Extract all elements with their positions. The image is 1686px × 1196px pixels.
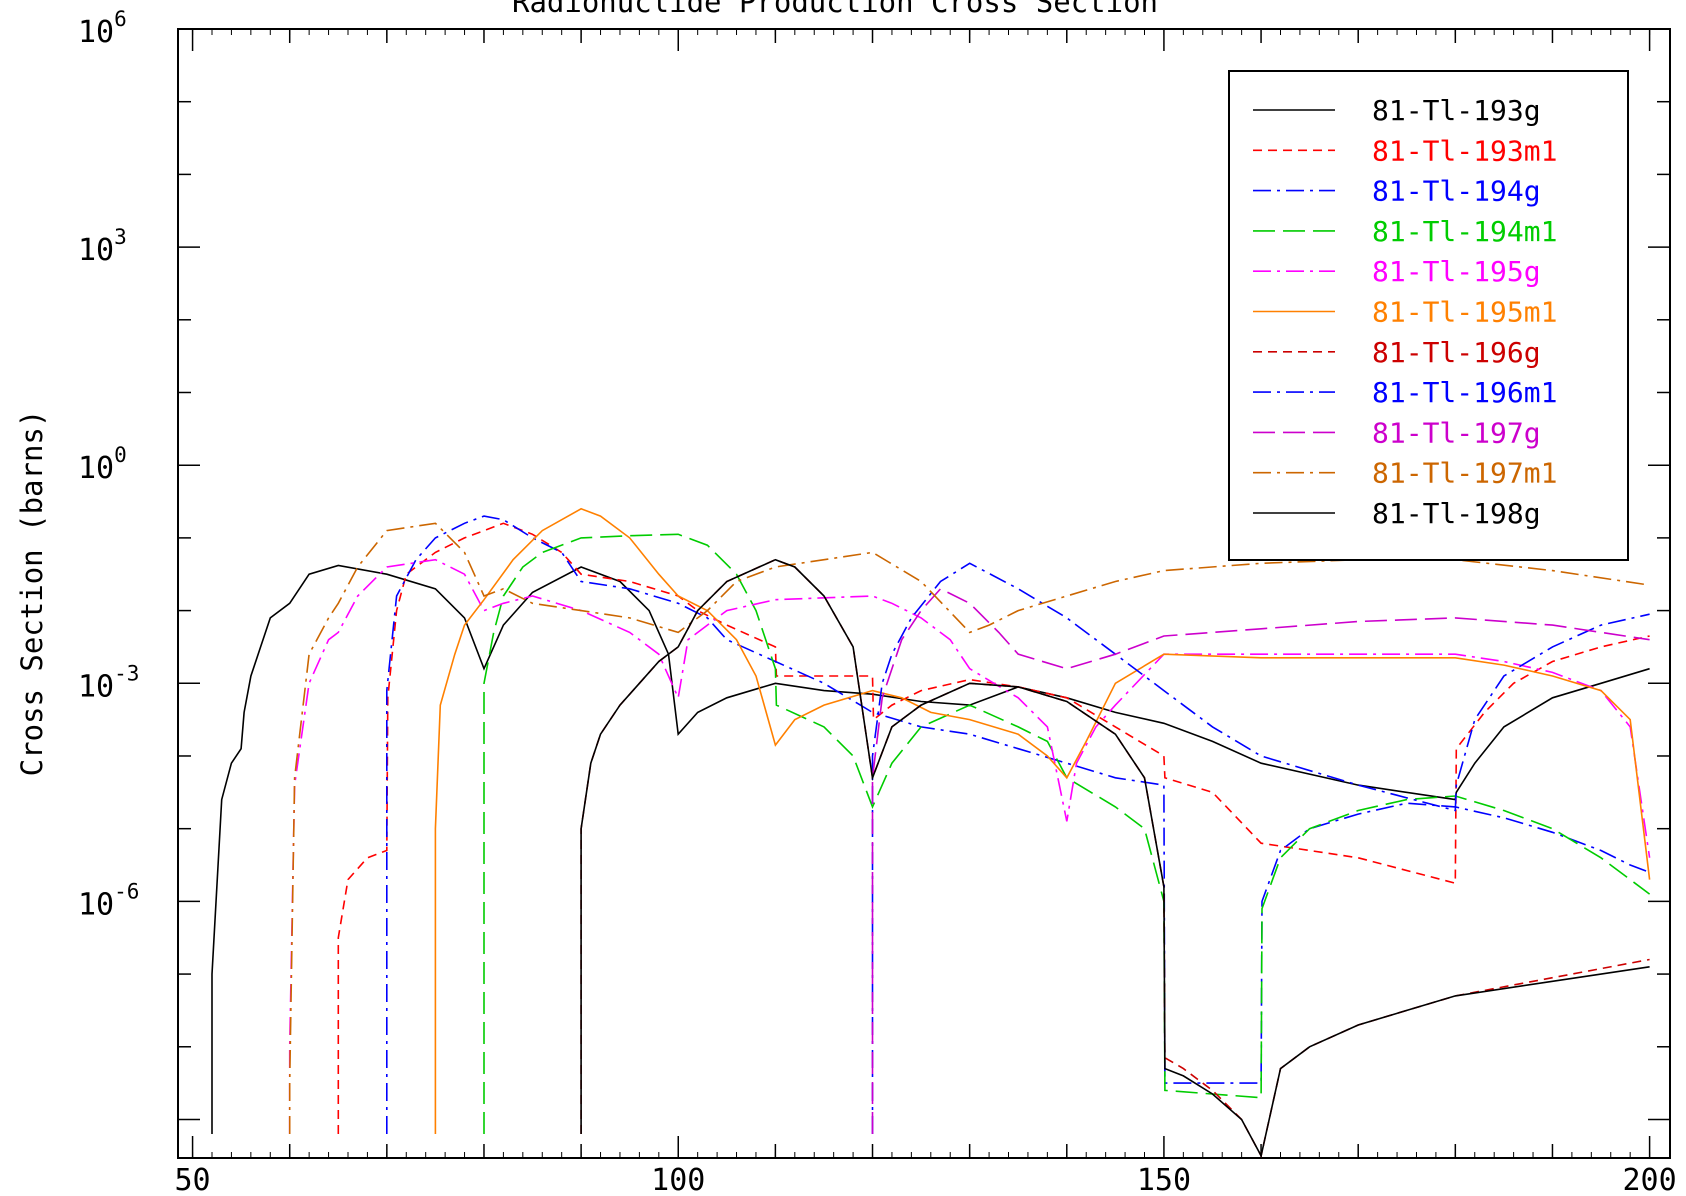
legend-label: 81-Tl-196m1: [1372, 376, 1557, 409]
legend-label: 81-Tl-194g: [1372, 175, 1541, 208]
series-line-81-tl-194g: [385, 515, 1650, 1134]
series-line-81-tl-198g: [580, 558, 1650, 1158]
x-tick-labels: 50 100 150 200: [175, 1163, 1677, 1196]
x-tick-label: 100: [651, 1163, 705, 1196]
y-tick-label: 10-3: [78, 661, 139, 704]
legend-label: 81-Tl-198g: [1372, 497, 1541, 530]
series-line-81-tl-193g: [211, 564, 1650, 1134]
series-line-81-tl-194m1: [483, 533, 1651, 1134]
legend-label: 81-Tl-197g: [1372, 416, 1541, 449]
series-line-81-tl-196m1: [871, 562, 1650, 1134]
major-ticks: [178, 28, 1670, 1158]
legend-label: 81-Tl-195g: [1372, 255, 1541, 288]
series-line-81-tl-195m1: [434, 507, 1651, 1134]
legend-label: 81-Tl-195m1: [1372, 296, 1557, 329]
x-tick-label: 50: [175, 1163, 211, 1196]
legend-label: 81-Tl-193m1: [1372, 134, 1557, 167]
plot-frame: [177, 28, 1671, 1159]
legend-label: 81-Tl-194m1: [1372, 215, 1557, 248]
series-group: [211, 507, 1651, 1158]
x-tick-label: 150: [1137, 1163, 1191, 1196]
legend-label: 81-Tl-197m1: [1372, 457, 1557, 490]
chart-title: Radionuclide Production Cross Section: [512, 0, 1158, 19]
x-tick-label: 200: [1623, 1163, 1677, 1196]
series-line-81-tl-197g: [871, 587, 1650, 1134]
series-line-81-tl-197m1: [288, 522, 1650, 1134]
legend-box: [1228, 70, 1629, 561]
series-line-81-tl-193m1: [337, 522, 1650, 1134]
series-line-81-tl-195g: [288, 558, 1651, 1134]
y-tick-labels: 106 103 100 10-3 10-6: [78, 7, 139, 922]
legend: 81-Tl-193g 81-Tl-193m1 81-Tl-194g 81-Tl-194…: [1228, 70, 1629, 561]
y-tick-label: 106: [78, 7, 127, 50]
legend-label: 81-Tl-193g: [1372, 94, 1541, 127]
y-tick-label: 103: [78, 225, 127, 268]
y-axis-title: Cross Section (barns): [15, 410, 49, 777]
legend-label: 81-Tl-196g: [1372, 336, 1541, 369]
y-tick-label: 100: [78, 443, 127, 486]
y-tick-label: 10-6: [78, 879, 139, 922]
